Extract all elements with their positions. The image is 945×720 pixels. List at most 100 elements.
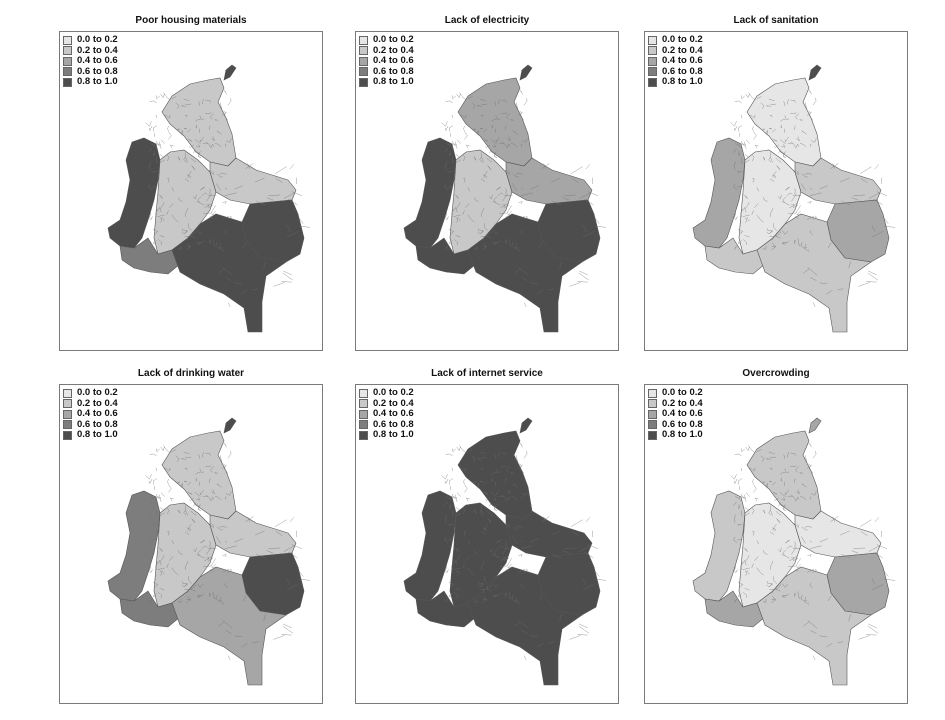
legend-swatch: [63, 399, 72, 409]
panel-title: Lack of sanitation: [733, 15, 819, 26]
legend-item: 0.2 to 0.4: [648, 398, 703, 410]
legend-item: 0.0 to 0.2: [63, 35, 118, 46]
legend-item: 0.6 to 0.8: [63, 418, 118, 431]
legend-item: 0.0 to 0.2: [359, 388, 414, 399]
legend-swatch: [359, 67, 368, 77]
legend-swatch: [63, 46, 72, 56]
region-amazon: [467, 213, 583, 333]
region-guajira: [519, 417, 533, 434]
legend-item: 0.6 to 0.8: [648, 418, 703, 431]
legend-item: 0.2 to 0.4: [648, 44, 703, 57]
legend: 0.0 to 0.2 0.2 to 0.4 0.4 to 0.6 0.6 to …: [63, 388, 118, 441]
legend-swatch: [63, 430, 72, 440]
legend-item: 0.2 to 0.4: [359, 398, 414, 410]
map-frame: 0.0 to 0.2 0.2 to 0.4 0.4 to 0.6 0.6 to …: [59, 384, 323, 704]
legend-item: 0.4 to 0.6: [359, 56, 414, 67]
legend-item: 0.4 to 0.6: [648, 409, 703, 420]
legend-label: 0.2 to 0.4: [77, 397, 118, 409]
choropleth-map: [403, 417, 607, 686]
legend-label: 0.6 to 0.8: [662, 418, 703, 430]
legend-item: 0.4 to 0.6: [63, 56, 118, 67]
legend-label: 0.6 to 0.8: [373, 418, 414, 430]
region-coast: [403, 137, 457, 249]
region-amazon: [756, 213, 872, 333]
region-coast: [692, 490, 746, 602]
legend-label: 0.8 to 1.0: [77, 429, 118, 441]
legend-swatch: [648, 67, 657, 77]
legend-swatch: [63, 388, 72, 398]
legend-label: 0.4 to 0.6: [373, 55, 414, 67]
legend-swatch: [648, 409, 657, 419]
legend-swatch: [359, 35, 368, 45]
legend-item: 0.2 to 0.4: [359, 44, 414, 57]
map-panel-drinking-water: Lack of drinking water 0.0 to 0.2 0.2 to…: [59, 368, 323, 704]
legend-item: 0.4 to 0.6: [359, 409, 414, 420]
region-guajira: [808, 417, 822, 434]
region-llanos: [209, 510, 297, 558]
legend-label: 0.6 to 0.8: [77, 418, 118, 430]
region-coast: [107, 137, 161, 249]
choropleth-map: [107, 64, 311, 333]
legend-swatch: [648, 77, 657, 87]
legend-label: 0.2 to 0.4: [662, 44, 703, 56]
region-amazon: [756, 566, 872, 686]
legend-swatch: [359, 77, 368, 87]
legend-label: 0.8 to 1.0: [77, 76, 118, 88]
legend-label: 0.4 to 0.6: [662, 408, 703, 420]
legend-label: 0.0 to 0.2: [662, 34, 703, 46]
legend-item: 0.4 to 0.6: [63, 409, 118, 420]
municipality-boundaries: [441, 443, 607, 660]
municipality-boundaries: [145, 443, 311, 660]
legend-swatch: [359, 430, 368, 440]
map-frame: 0.0 to 0.2 0.2 to 0.4 0.4 to 0.6 0.6 to …: [355, 31, 619, 351]
region-amazon: [171, 566, 287, 686]
legend-item: 0.6 to 0.8: [359, 66, 414, 78]
legend-label: 0.0 to 0.2: [77, 34, 118, 46]
legend: 0.0 to 0.2 0.2 to 0.4 0.4 to 0.6 0.6 to …: [359, 35, 414, 88]
legend-label: 0.2 to 0.4: [373, 44, 414, 56]
region-guajira: [223, 64, 237, 81]
legend-label: 0.0 to 0.2: [373, 34, 414, 46]
legend-label: 0.6 to 0.8: [77, 65, 118, 77]
legend-swatch: [359, 420, 368, 430]
region-coast: [107, 490, 161, 602]
legend-item: 0.8 to 1.0: [648, 77, 703, 88]
choropleth-map: [403, 64, 607, 333]
legend-label: 0.4 to 0.6: [77, 55, 118, 67]
legend-swatch: [648, 46, 657, 56]
legend-swatch: [63, 35, 72, 45]
region-coast: [403, 490, 457, 602]
map-panel-poor-housing: Poor housing materials 0.0 to 0.2 0.2 to…: [59, 15, 323, 351]
region-llanos: [794, 510, 882, 558]
region-amazon: [467, 566, 583, 686]
map-panel-electricity: Lack of electricity 0.0 to 0.2 0.2 to 0.…: [355, 15, 619, 351]
legend-item: 0.2 to 0.4: [63, 397, 118, 410]
legend-item: 0.0 to 0.2: [648, 388, 703, 399]
legend-label: 0.8 to 1.0: [373, 76, 414, 88]
map-panel-internet: Lack of internet service 0.0 to 0.2 0.2 …: [355, 368, 619, 704]
map-frame: 0.0 to 0.2 0.2 to 0.4 0.4 to 0.6 0.6 to …: [644, 31, 908, 351]
legend-swatch: [359, 388, 368, 398]
legend-label: 0.4 to 0.6: [77, 408, 118, 420]
legend-label: 0.4 to 0.6: [373, 408, 414, 420]
legend-swatch: [63, 420, 72, 430]
legend-label: 0.0 to 0.2: [373, 387, 414, 399]
region-guajira: [519, 64, 533, 81]
legend-item: 0.8 to 1.0: [63, 430, 118, 441]
region-llanos: [209, 157, 297, 205]
municipality-boundaries: [730, 90, 896, 307]
panel-title: Poor housing materials: [135, 15, 247, 26]
legend-swatch: [648, 399, 657, 409]
legend-swatch: [359, 46, 368, 56]
region-llanos: [505, 157, 593, 205]
choropleth-map: [107, 417, 311, 686]
municipality-boundaries: [730, 443, 896, 660]
legend-label: 0.0 to 0.2: [662, 387, 703, 399]
region-llanos: [505, 510, 593, 558]
legend-item: 0.0 to 0.2: [359, 35, 414, 46]
legend-item: 0.8 to 1.0: [648, 430, 703, 441]
legend-item: 0.0 to 0.2: [63, 388, 118, 399]
legend-item: 0.4 to 0.6: [648, 56, 703, 67]
legend-swatch: [359, 409, 368, 419]
map-frame: 0.0 to 0.2 0.2 to 0.4 0.4 to 0.6 0.6 to …: [355, 384, 619, 704]
